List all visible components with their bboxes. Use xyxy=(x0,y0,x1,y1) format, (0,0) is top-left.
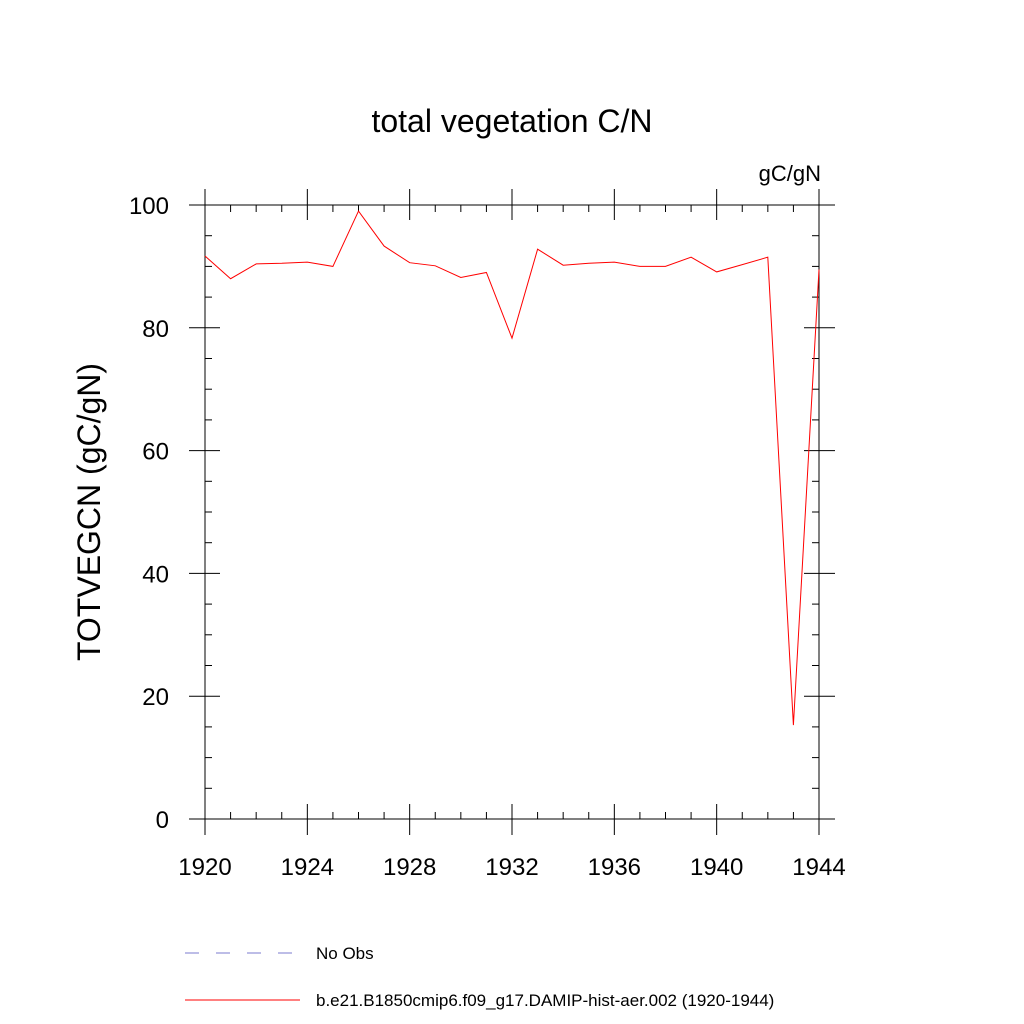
y-axis-label: TOTVEGCN (gC/gN) xyxy=(71,363,107,661)
y-tick-labels: 0 20 40 60 80 100 xyxy=(129,193,169,834)
legend: No Obs b.e21.B1850cmip6.f09_g17.DAMIP-hi… xyxy=(185,944,774,1010)
y-tick-label: 100 xyxy=(129,193,169,220)
series-layer xyxy=(204,210,820,726)
units-label: gC/gN xyxy=(759,161,821,186)
y-tick-label: 20 xyxy=(142,684,169,711)
major-ticks xyxy=(189,189,835,835)
x-tick-label: 1944 xyxy=(792,854,845,881)
plot-frame xyxy=(204,204,820,820)
x-tick-label: 1940 xyxy=(690,854,743,881)
x-tick-labels: 1920 1924 1928 1932 1936 1940 1944 xyxy=(178,854,845,881)
y-tick-label: 40 xyxy=(142,561,169,588)
chart-title: total vegetation C/N xyxy=(371,103,652,139)
legend-label-model-run: b.e21.B1850cmip6.f09_g17.DAMIP-hist-aer.… xyxy=(316,991,774,1010)
y-tick-label: 80 xyxy=(142,316,169,343)
minor-ticks xyxy=(205,205,819,819)
x-tick-label: 1936 xyxy=(588,854,641,881)
x-tick-label: 1924 xyxy=(281,854,334,881)
x-tick-label: 1920 xyxy=(178,854,231,881)
x-tick-label: 1932 xyxy=(485,854,538,881)
legend-label-no-obs: No Obs xyxy=(316,944,374,963)
y-tick-label: 60 xyxy=(142,439,169,466)
y-tick-label: 0 xyxy=(156,807,169,834)
series-line xyxy=(204,210,820,726)
x-tick-label: 1928 xyxy=(383,854,436,881)
